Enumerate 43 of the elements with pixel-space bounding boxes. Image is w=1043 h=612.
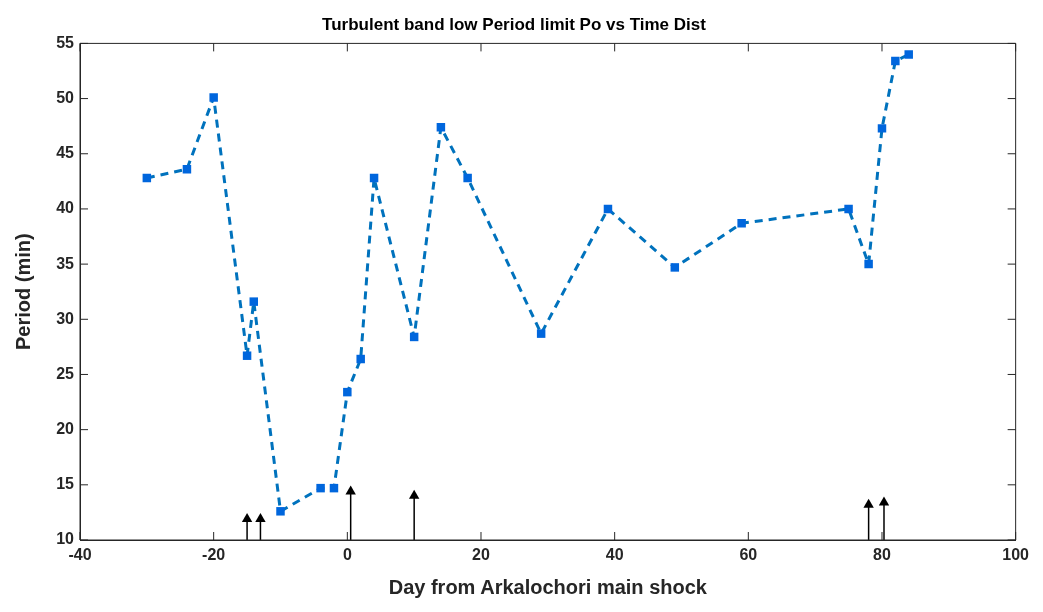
x-tick-label: 60 [739,546,758,564]
x-tick-label: -40 [68,546,92,564]
y-tick-label: 55 [56,33,75,51]
point [436,123,446,132]
x-tick-label: 80 [873,546,891,564]
y-tick-label: 20 [56,420,75,438]
point [863,498,874,508]
point [844,204,853,214]
y-tick-label: 25 [56,364,75,382]
y-tick-label: 15 [56,475,75,493]
y-tick-label: 50 [56,88,75,106]
point [877,124,887,133]
point [670,263,680,272]
x-tick-label: 20 [472,546,490,564]
point [878,496,890,506]
y-tick-label: 40 [56,199,75,217]
y-tick-label: 45 [56,144,75,162]
point [356,354,365,364]
point [209,93,218,102]
point [316,483,325,493]
x-tick-label: 40 [605,546,624,564]
point [241,513,253,523]
y-axis-title: Period (min) [11,233,34,351]
point [408,489,420,499]
x-axis-title: Day from Arkalochori main shock [388,575,708,598]
point [255,513,266,523]
point [249,297,259,306]
point [276,507,285,516]
point [343,387,352,397]
x-tick-label: 100 [1002,546,1030,564]
y-tick-label: 35 [56,254,75,272]
x-tick-label: 0 [342,546,352,564]
point [891,56,900,66]
chart-title: Turbulent band low Period limit Po vs Time Dist [322,14,707,34]
point [463,173,472,183]
y-tick-label: 10 [56,530,75,548]
point [904,50,913,59]
point [242,351,252,360]
x-tick-label: -20 [202,546,226,564]
y-tick-label: 30 [56,309,75,327]
point [536,329,546,338]
point [737,219,746,228]
point [864,259,873,269]
